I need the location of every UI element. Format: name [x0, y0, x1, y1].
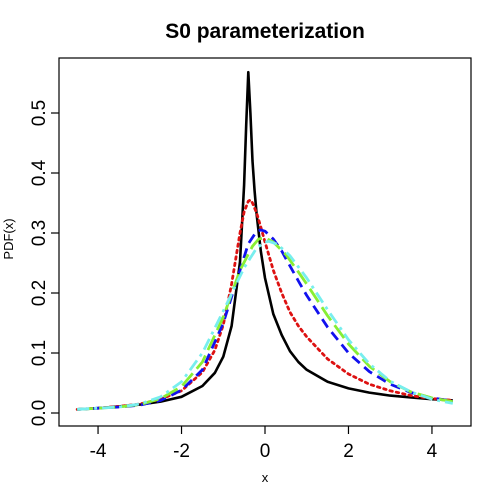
- y-tick-label: 0.0: [29, 400, 50, 426]
- y-tick-label: 0.5: [29, 100, 50, 126]
- chart-title: S0 parameterization: [165, 20, 365, 43]
- series-line-3: [77, 228, 453, 411]
- y-axis-label: PDF(x): [1, 218, 16, 259]
- x-tick-label: 4: [427, 441, 438, 462]
- y-tick-label: 0.3: [29, 220, 50, 246]
- x-tick-label: 2: [343, 441, 354, 462]
- x-axis: -4 -2 0 2 4: [90, 426, 438, 462]
- x-tick-label: -4: [90, 441, 107, 462]
- x-tick-label: 0: [260, 441, 271, 462]
- x-tick-label: -2: [173, 441, 190, 462]
- series-line-1: [77, 70, 453, 411]
- y-tick-label: 0.1: [29, 340, 50, 366]
- y-tick-label: 0.4: [29, 159, 50, 186]
- series-line-4: [77, 236, 454, 411]
- y-tick-label: 0.2: [29, 280, 50, 306]
- y-axis: 0.0 0.1 0.2 0.3 0.4 0.5: [29, 100, 59, 426]
- series-line-5: [77, 239, 454, 411]
- x-axis-label: x: [262, 470, 269, 485]
- series-layer: [75, 70, 455, 411]
